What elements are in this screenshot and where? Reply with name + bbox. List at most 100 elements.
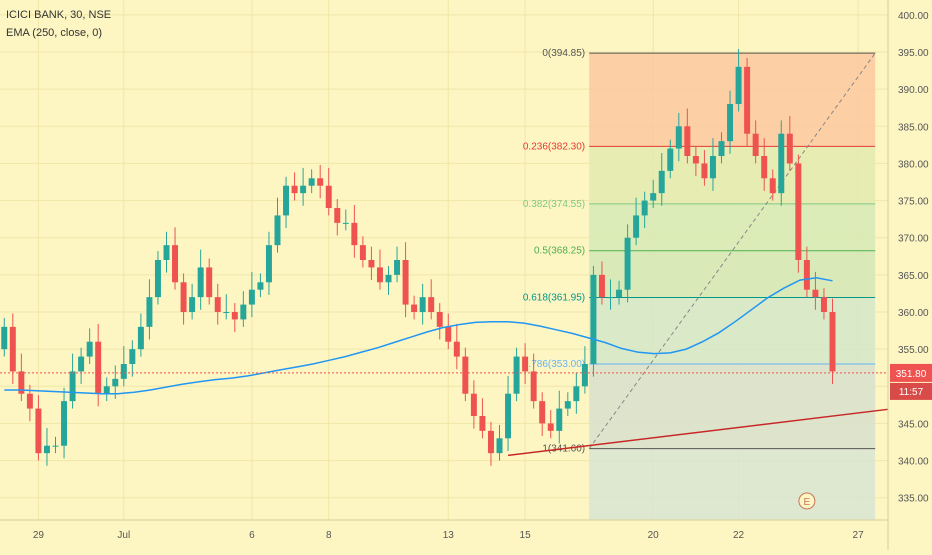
- candle-80[interactable]: [684, 108, 691, 164]
- candle-77[interactable]: [658, 153, 665, 206]
- candle-92[interactable]: [786, 115, 793, 171]
- candle-83[interactable]: [709, 138, 716, 191]
- candle-8[interactable]: [69, 353, 76, 409]
- candle-50[interactable]: [428, 279, 435, 320]
- candle-17[interactable]: [146, 279, 153, 340]
- candle-86[interactable]: [735, 49, 742, 112]
- candle-88[interactable]: [752, 120, 759, 164]
- candle-42[interactable]: [359, 236, 366, 268]
- candle-87[interactable]: [744, 57, 751, 147]
- candle-53[interactable]: [453, 323, 460, 370]
- candle-61[interactable]: [522, 343, 529, 385]
- candle-55[interactable]: [470, 380, 477, 429]
- ema-250-line[interactable]: [4, 277, 833, 395]
- candle-5[interactable]: [43, 427, 50, 466]
- candle-81[interactable]: [692, 147, 699, 177]
- candle-24[interactable]: [206, 258, 213, 305]
- candle-25[interactable]: [214, 283, 221, 325]
- fib-trend-line[interactable]: [588, 52, 876, 449]
- candle-78[interactable]: [667, 139, 674, 179]
- candle-0[interactable]: [1, 317, 8, 357]
- candle-93[interactable]: [795, 154, 802, 273]
- candle-30[interactable]: [257, 273, 264, 298]
- candle-62[interactable]: [530, 353, 537, 409]
- support-trendline[interactable]: [507, 408, 889, 457]
- candle-2[interactable]: [18, 353, 25, 402]
- candle-1[interactable]: [9, 313, 16, 385]
- candle-47[interactable]: [402, 242, 409, 318]
- candle-4[interactable]: [35, 395, 42, 461]
- candle-22[interactable]: [189, 283, 196, 320]
- candle-11[interactable]: [95, 323, 102, 407]
- candle-68[interactable]: [581, 346, 588, 394]
- candle-15[interactable]: [129, 340, 136, 377]
- candle-40[interactable]: [342, 209, 349, 231]
- candle-45[interactable]: [385, 265, 392, 295]
- candle-90[interactable]: [769, 169, 776, 201]
- candle-96[interactable]: [820, 288, 827, 320]
- candle-38[interactable]: [325, 167, 332, 216]
- candle-65[interactable]: [556, 390, 563, 444]
- candle-31[interactable]: [265, 231, 272, 295]
- candle-79[interactable]: [675, 112, 682, 162]
- candle-21[interactable]: [180, 273, 187, 325]
- candle-7[interactable]: [61, 387, 68, 459]
- candle-70[interactable]: [598, 261, 605, 305]
- candle-49[interactable]: [419, 283, 426, 325]
- candle-33[interactable]: [283, 176, 290, 229]
- earnings-event-icon[interactable]: [798, 492, 816, 510]
- candle-52[interactable]: [445, 313, 452, 350]
- candle-19[interactable]: [163, 231, 170, 273]
- candle-36[interactable]: [308, 169, 315, 194]
- candle-39[interactable]: [334, 199, 341, 236]
- candle-28[interactable]: [240, 291, 247, 327]
- candle-18[interactable]: [154, 251, 161, 305]
- candle-54[interactable]: [462, 347, 469, 402]
- candle-64[interactable]: [547, 410, 554, 439]
- candle-72[interactable]: [616, 280, 623, 305]
- candle-73[interactable]: [624, 224, 631, 303]
- candle-63[interactable]: [539, 392, 546, 437]
- candle-69[interactable]: [590, 265, 597, 377]
- candle-44[interactable]: [376, 249, 383, 290]
- candle-84[interactable]: [718, 132, 725, 164]
- candle-58[interactable]: [496, 424, 503, 461]
- candle-71[interactable]: [607, 279, 614, 310]
- candle-16[interactable]: [137, 313, 144, 357]
- candle-20[interactable]: [172, 227, 179, 290]
- candle-48[interactable]: [411, 295, 418, 320]
- symbol-title[interactable]: ICICI BANK, 30, NSE: [6, 9, 112, 21]
- candle-85[interactable]: [727, 90, 734, 154]
- candle-66[interactable]: [564, 392, 571, 416]
- candle-97[interactable]: [829, 298, 836, 385]
- candle-9[interactable]: [78, 347, 85, 385]
- candle-51[interactable]: [436, 303, 443, 340]
- candle-26[interactable]: [223, 294, 230, 320]
- candle-12[interactable]: [103, 377, 110, 402]
- candle-91[interactable]: [778, 120, 785, 206]
- candle-14[interactable]: [120, 346, 127, 387]
- candle-35[interactable]: [300, 167, 307, 206]
- candle-67[interactable]: [573, 372, 580, 414]
- candle-75[interactable]: [641, 191, 648, 229]
- candle-29[interactable]: [248, 271, 255, 318]
- candle-89[interactable]: [761, 138, 768, 191]
- candle-23[interactable]: [197, 249, 204, 310]
- candle-10[interactable]: [86, 328, 93, 364]
- candle-82[interactable]: [701, 150, 708, 186]
- ema-indicator-label[interactable]: EMA (250, close, 0): [6, 27, 102, 39]
- candle-46[interactable]: [394, 246, 401, 283]
- candle-60[interactable]: [513, 347, 520, 402]
- candle-34[interactable]: [291, 172, 298, 201]
- candle-74[interactable]: [633, 197, 640, 246]
- candle-57[interactable]: [487, 421, 494, 466]
- candle-32[interactable]: [274, 197, 281, 253]
- candle-94[interactable]: [803, 246, 810, 298]
- candle-43[interactable]: [368, 246, 375, 281]
- candle-76[interactable]: [650, 179, 657, 208]
- candle-37[interactable]: [317, 164, 324, 199]
- candle-41[interactable]: [351, 205, 358, 258]
- candle-59[interactable]: [505, 375, 512, 451]
